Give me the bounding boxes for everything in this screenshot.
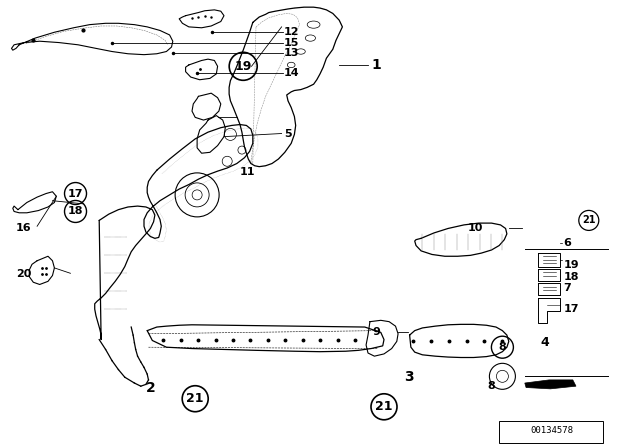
Text: 18: 18 xyxy=(68,207,83,216)
Text: 14: 14 xyxy=(284,68,300,78)
Text: 21: 21 xyxy=(375,400,393,414)
Text: 18: 18 xyxy=(563,272,579,282)
Text: 9: 9 xyxy=(372,327,380,337)
Text: 8: 8 xyxy=(499,342,506,352)
Text: 4: 4 xyxy=(541,336,550,349)
Text: 5: 5 xyxy=(284,129,292,138)
Text: 12: 12 xyxy=(284,27,300,37)
Text: 19: 19 xyxy=(234,60,252,73)
Text: 17: 17 xyxy=(563,304,579,314)
Bar xyxy=(499,421,603,443)
Text: 21: 21 xyxy=(582,215,596,225)
Text: 19: 19 xyxy=(563,260,579,270)
Text: 20: 20 xyxy=(16,269,31,279)
Text: 00134578: 00134578 xyxy=(530,426,573,435)
Text: 6: 6 xyxy=(563,238,571,248)
Text: 8: 8 xyxy=(488,381,495,391)
Text: 11: 11 xyxy=(239,168,255,177)
Text: 13: 13 xyxy=(284,48,300,58)
Polygon shape xyxy=(525,380,576,389)
Text: 17: 17 xyxy=(68,189,83,198)
Text: 21: 21 xyxy=(186,392,204,405)
Text: 3: 3 xyxy=(404,370,414,384)
Text: 16: 16 xyxy=(16,223,31,233)
Text: 2: 2 xyxy=(146,380,156,395)
Text: 10: 10 xyxy=(467,224,483,233)
Text: 15: 15 xyxy=(284,38,300,47)
Text: 1: 1 xyxy=(371,58,381,72)
Text: 7: 7 xyxy=(563,283,571,293)
